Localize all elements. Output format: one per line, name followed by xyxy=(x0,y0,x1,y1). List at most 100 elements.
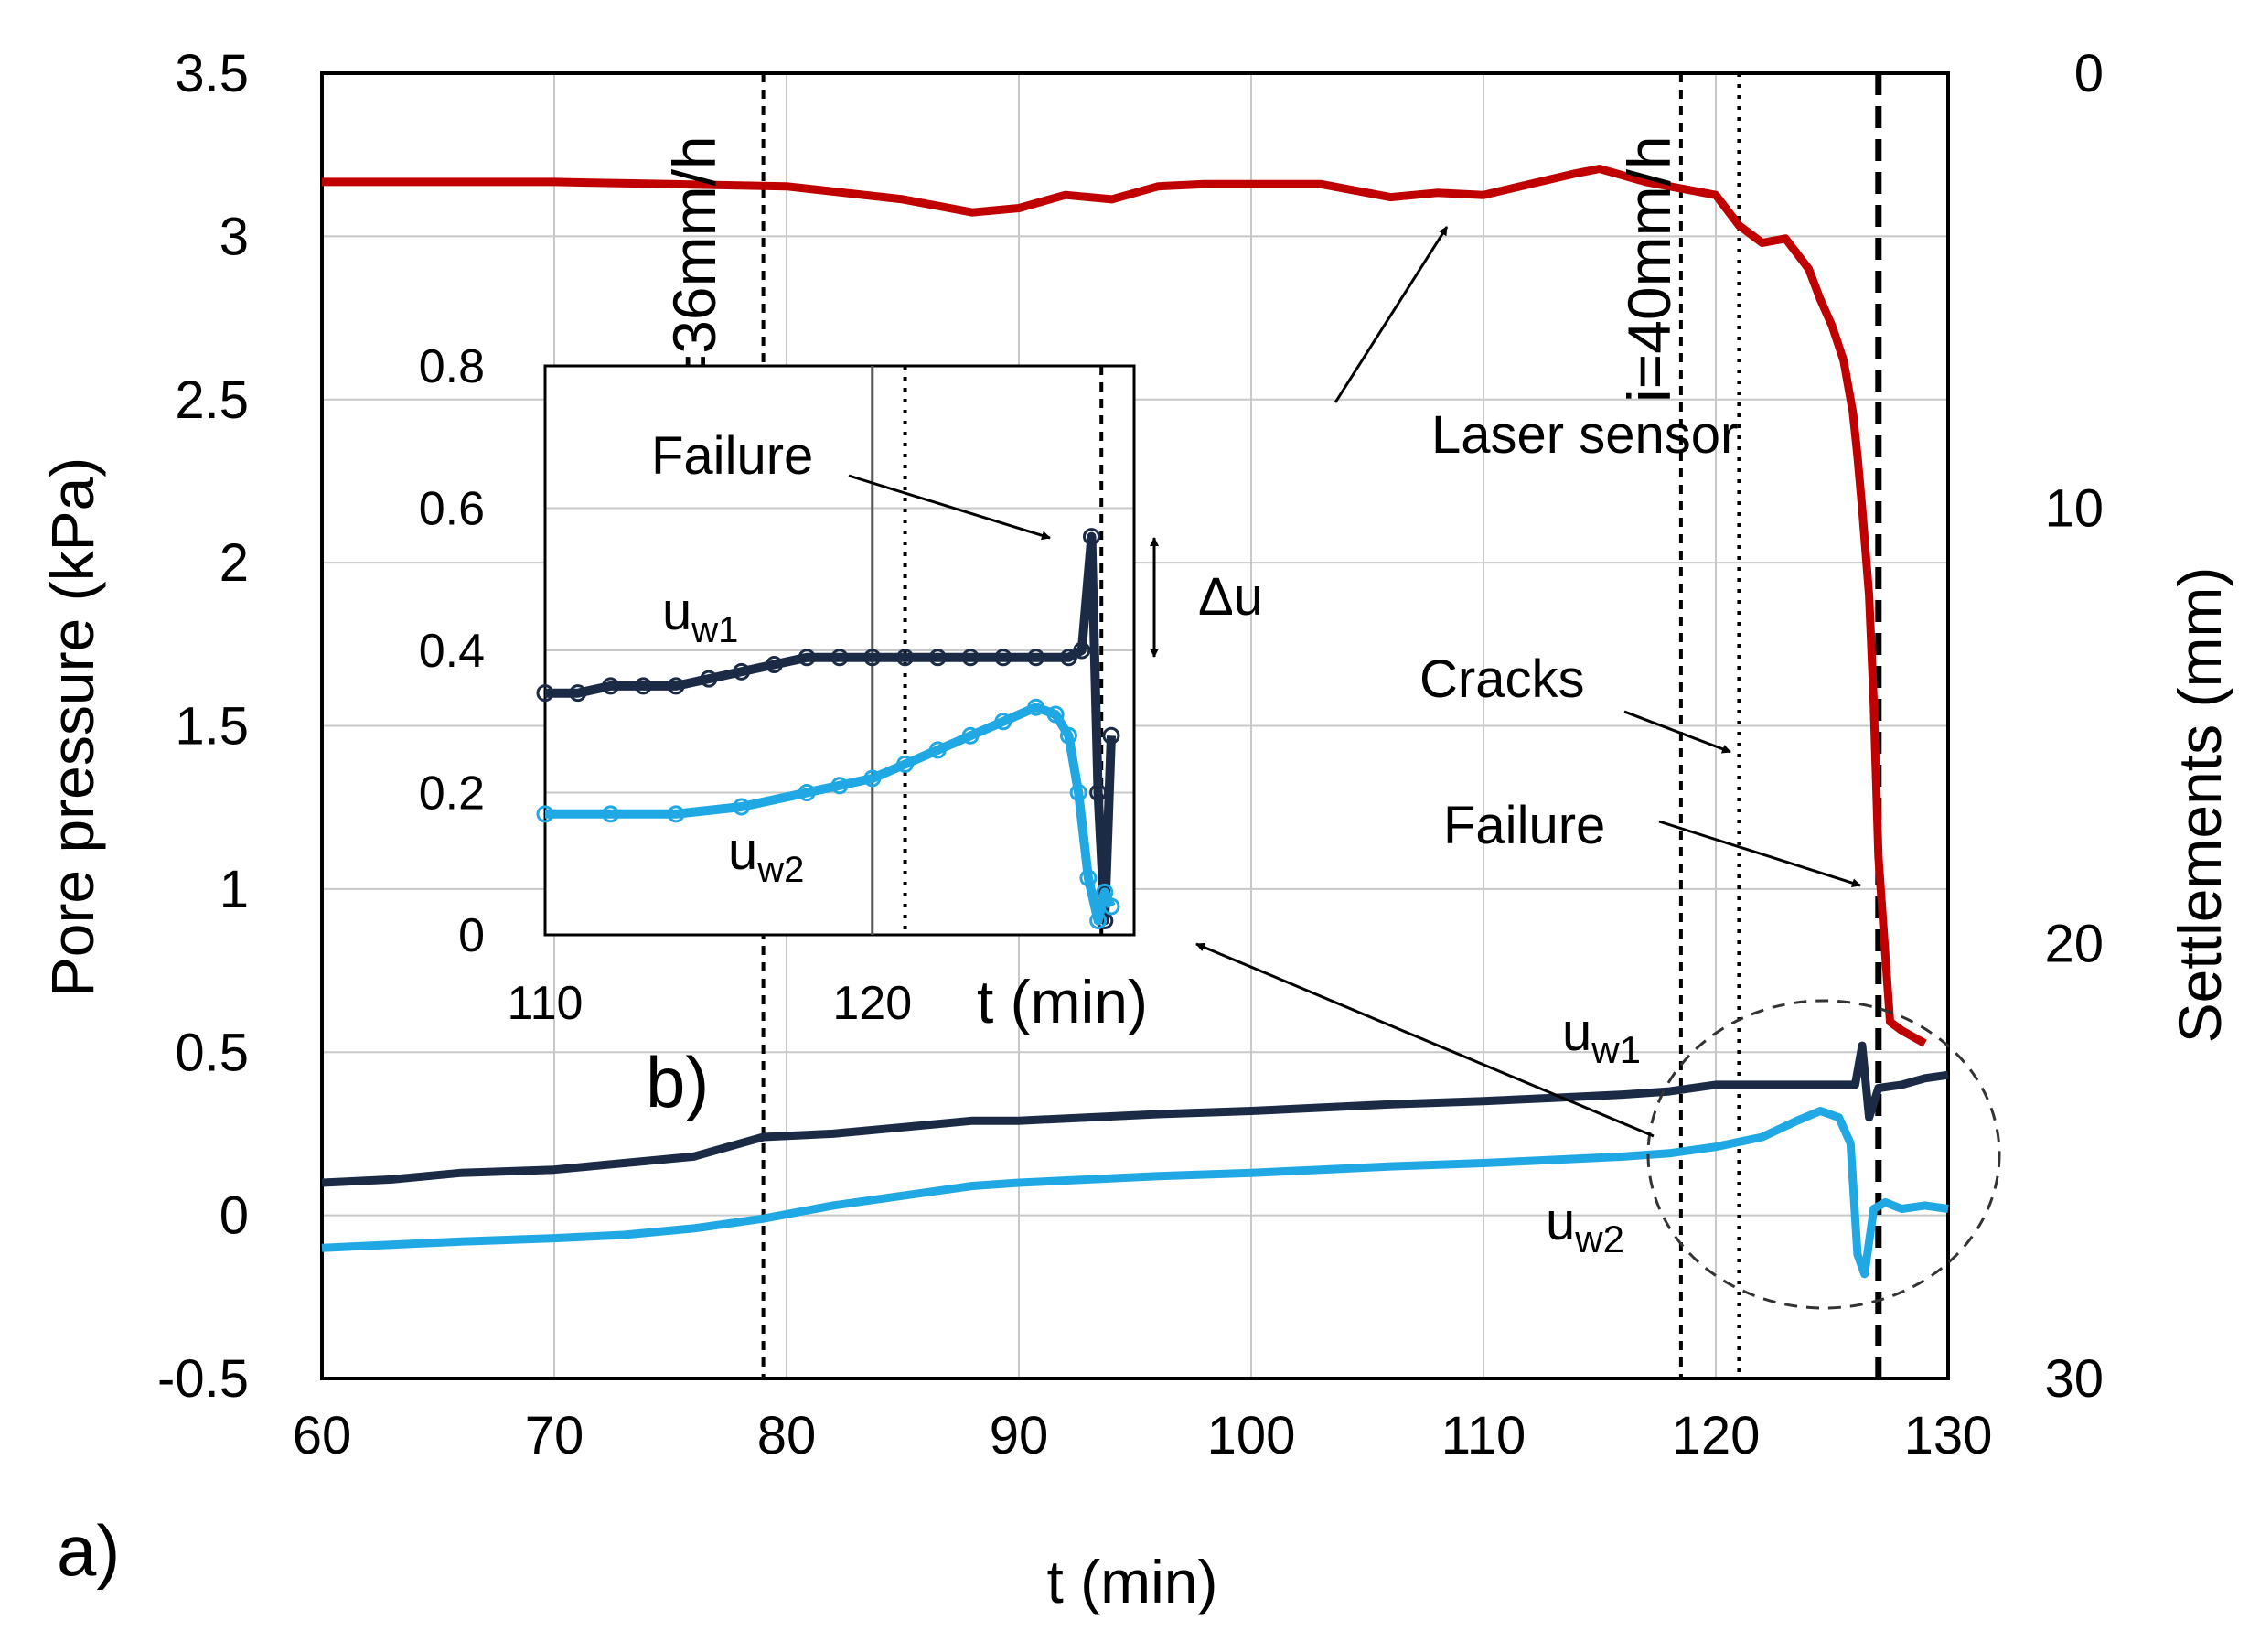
x-tick-label: 110 xyxy=(1441,1406,1526,1465)
x-tick-label: 100 xyxy=(1207,1406,1296,1465)
x-tick-label: 70 xyxy=(525,1406,584,1465)
data-point-uw1 xyxy=(994,649,1012,667)
delta-u-label: Δu xyxy=(1198,567,1263,627)
data-point-uw1 xyxy=(1102,726,1120,745)
y-tick-label: 0 xyxy=(220,1186,249,1246)
inset-x-axis-title: t (min) xyxy=(977,968,1148,1035)
data-point-uw2 xyxy=(863,769,882,788)
data-point-uw1 xyxy=(1089,784,1108,801)
series-line-uw2 xyxy=(321,1107,1949,1279)
y2-tick-label: 20 xyxy=(2044,914,2104,973)
main-series xyxy=(321,165,1949,1279)
data-point-uw2 xyxy=(896,755,915,773)
panel-label-b: b) xyxy=(646,1042,709,1122)
x-tick-label: 120 xyxy=(1672,1406,1761,1465)
data-point-uw1 xyxy=(765,656,783,674)
data-point-uw2 xyxy=(1059,726,1077,745)
data-point-uw1 xyxy=(700,670,718,688)
y2-tick-label: 10 xyxy=(2044,479,2104,539)
inset-x-ticks: 110 120 xyxy=(508,977,913,1030)
data-point-uw2 xyxy=(994,713,1012,731)
data-point-uw2 xyxy=(1046,705,1065,724)
failure-arrow-main xyxy=(1658,820,1861,888)
failure-label-inset: Failure xyxy=(651,426,813,486)
failure-label-main: Failure xyxy=(1443,796,1605,855)
y-tick-label: 3 xyxy=(220,207,249,266)
data-point-uw1 xyxy=(536,684,554,703)
data-point-uw2 xyxy=(961,726,980,745)
series-line-uw2 xyxy=(545,703,1116,926)
data-point-uw1 xyxy=(569,684,587,703)
x-tick-label: 60 xyxy=(293,1406,352,1465)
inset-plot-frame xyxy=(543,364,1136,937)
y-tick-label: 0.8 xyxy=(419,340,485,393)
data-point-uw2 xyxy=(667,805,685,823)
rate-label-36: i=36mm/h xyxy=(660,135,728,402)
series-line-uw1 xyxy=(545,531,1116,926)
zoom-circle xyxy=(1646,999,2001,1310)
data-point-uw2 xyxy=(733,798,751,816)
y2-axis-title: Settlements (mm) xyxy=(2166,567,2233,1044)
data-point-uw2 xyxy=(602,805,620,823)
x-tick-label: 130 xyxy=(1904,1406,1993,1465)
uw1-label-inset: uw1 xyxy=(662,582,738,650)
y-axis-title: Pore pressure (kPa) xyxy=(38,457,106,998)
data-point-uw2 xyxy=(798,784,816,801)
y-tick-label: 1 xyxy=(220,860,249,919)
main-x-ticks: 60 70 80 90 100 110 120 130 xyxy=(293,1406,1993,1465)
y-tick-label: 2 xyxy=(220,533,249,593)
main-y2-ticks: 0 10 20 30 xyxy=(2044,44,2104,1409)
series-line-laser-sensor xyxy=(322,165,1927,1047)
main-y-ticks: -0.5 0 0.5 1 1.5 2 2.5 3 3.5 xyxy=(157,44,249,1409)
main-vertical-lines xyxy=(761,73,1882,1378)
x-tick-label: 80 xyxy=(757,1406,817,1465)
data-point-uw1 xyxy=(1073,641,1091,660)
data-point-uw2 xyxy=(1089,911,1108,929)
x-axis-title: t (min) xyxy=(1047,1548,1218,1615)
uw1-label-main: uw1 xyxy=(1562,1003,1641,1071)
data-point-uw1 xyxy=(1082,528,1100,546)
laser-sensor-label: Laser sensor xyxy=(1431,405,1738,465)
data-point-uw2 xyxy=(1096,883,1114,901)
rate-label-40: i=40mm/h xyxy=(1615,135,1683,402)
cracks-label: Cracks xyxy=(1419,649,1584,709)
data-point-uw2 xyxy=(536,805,554,823)
cracks-arrow xyxy=(1623,710,1731,754)
data-point-uw1 xyxy=(830,649,849,667)
series-line-uw1 xyxy=(321,1041,1949,1187)
uw2-label-inset: uw2 xyxy=(728,821,804,890)
y-tick-label: 0.6 xyxy=(419,483,485,536)
y-tick-label: 0.4 xyxy=(419,625,485,678)
data-point-uw2 xyxy=(1102,897,1120,916)
y2-tick-label: 0 xyxy=(2074,44,2104,103)
y2-tick-label: 30 xyxy=(2044,1349,2104,1409)
inset-y-ticks: 0 0.2 0.4 0.6 0.8 xyxy=(419,340,485,962)
y-tick-label: 3.5 xyxy=(175,44,249,103)
uw2-label-main: uw2 xyxy=(1546,1192,1624,1260)
y-tick-label: 0.5 xyxy=(175,1023,249,1082)
data-point-uw1 xyxy=(798,649,816,667)
x-tick-label: 120 xyxy=(832,977,912,1030)
data-point-uw1 xyxy=(634,677,652,695)
x-tick-label: 110 xyxy=(508,977,584,1030)
inset-link-arrow xyxy=(1195,942,1655,1138)
failure-arrow-inset xyxy=(848,474,1051,541)
data-point-uw1 xyxy=(733,662,751,681)
data-point-uw1 xyxy=(602,677,620,695)
data-point-uw2 xyxy=(1079,869,1098,887)
data-point-uw1 xyxy=(896,649,915,667)
x-tick-label: 90 xyxy=(990,1406,1049,1465)
laser-arrow xyxy=(1334,226,1449,403)
y-tick-label: 0.2 xyxy=(419,767,485,821)
data-point-uw2 xyxy=(830,777,849,795)
data-point-uw2 xyxy=(928,741,947,759)
data-point-uw1 xyxy=(928,649,947,667)
data-point-uw1 xyxy=(667,677,685,695)
data-point-uw1 xyxy=(961,649,980,667)
data-point-uw1 xyxy=(1059,649,1077,667)
data-point-uw2 xyxy=(1069,784,1087,801)
inset-series xyxy=(536,528,1120,929)
y-tick-label: 1.5 xyxy=(175,697,249,756)
